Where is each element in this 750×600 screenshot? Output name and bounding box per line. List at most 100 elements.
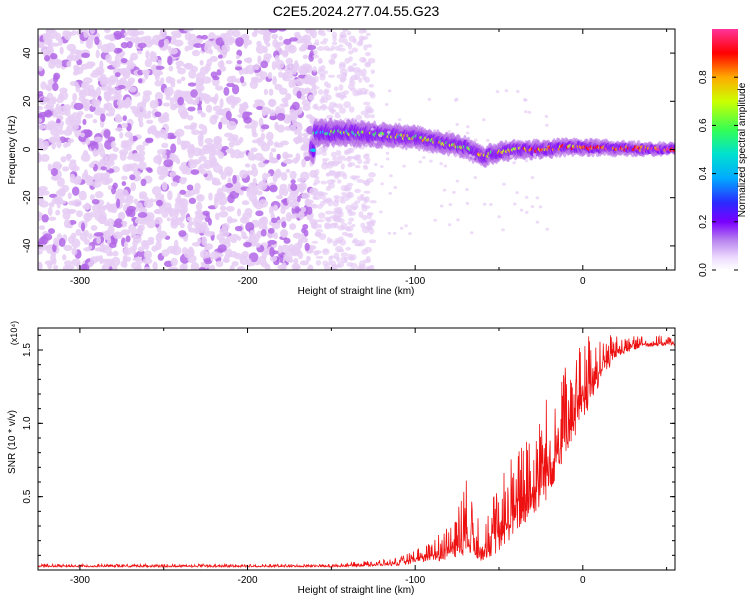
heatmap-cell: [255, 210, 264, 217]
heatmap-cell: [124, 197, 134, 205]
heatmap-cell: [343, 101, 351, 109]
heatmap-cell: [368, 226, 372, 230]
heatmap-cell: [100, 205, 108, 211]
heatmap-cell: [323, 89, 329, 97]
heatmap-cell: [171, 30, 181, 37]
heatmap-cell: [154, 65, 165, 70]
heatmap-cell: [105, 42, 116, 53]
heatmap-cell: [195, 201, 203, 212]
heatmap-cell: [43, 38, 52, 46]
heatmap-cell: [242, 212, 248, 221]
heatmap-cell: [256, 105, 264, 111]
heatmap-cell: [202, 210, 210, 216]
heatmap-cell: [294, 137, 300, 145]
heatmap-cell: [269, 184, 278, 193]
heatmap-cell: [94, 191, 104, 199]
heatmap-cell: [92, 118, 98, 124]
heatmap-cell: [267, 240, 277, 245]
heatmap-cell: [217, 108, 225, 116]
heatmap-cell: [351, 239, 357, 244]
heatmap-cell: [85, 61, 94, 70]
heatmap-cell: [194, 210, 201, 215]
heatmap-cell: [276, 219, 283, 224]
heatmap-cell: [454, 153, 459, 157]
heatmap-cell: [56, 118, 61, 124]
heatmap-cell: [114, 218, 124, 229]
heatmap-cell: [316, 46, 325, 51]
heatmap-cell: [332, 36, 337, 42]
heatmap-cell: [63, 219, 71, 228]
heatmap-cell: [136, 250, 146, 257]
heatmap-cell: [329, 255, 336, 259]
heatmap-cell: [143, 35, 152, 40]
heatmap-cell: [130, 261, 140, 270]
heatmap-cell: [43, 33, 50, 39]
heatmap-cell: [275, 195, 284, 200]
heatmap-cell: [178, 230, 187, 237]
heatmap-cell: [545, 227, 550, 231]
heatmap-cell: [255, 242, 261, 248]
heatmap-cell: [201, 34, 209, 40]
heatmap-cell: [218, 121, 223, 130]
heatmap-cell: [260, 260, 268, 268]
heatmap-cell: [471, 155, 476, 159]
heatmap-cell: [197, 86, 203, 96]
heatmap-cell: [45, 101, 55, 110]
heatmap-cell: [333, 86, 339, 92]
heatmap-cell: [169, 171, 177, 177]
heatmap-cell: [301, 99, 312, 107]
heatmap-cell: [360, 222, 366, 229]
heatmap-cell: [216, 192, 226, 198]
heatmap-cell: [340, 163, 345, 170]
heatmap-cell: [82, 203, 92, 210]
heatmap-cell: [379, 210, 383, 214]
y-tick-label: 1.5: [22, 343, 33, 357]
heatmap-cell: [442, 188, 447, 192]
heatmap-cell: [130, 182, 137, 192]
heatmap-cell: [260, 142, 271, 152]
heatmap-cell: [276, 142, 284, 148]
heatmap-cell: [261, 250, 268, 260]
heatmap-cell: [297, 251, 304, 260]
heatmap-cell: [118, 211, 126, 221]
heatmap-cell: [351, 224, 356, 228]
heatmap-cell: [210, 251, 219, 260]
heatmap-cell: [71, 247, 78, 256]
heatmap-cell: [300, 207, 307, 213]
heatmap-cell: [481, 118, 486, 122]
heatmap-cell: [281, 221, 287, 228]
heatmap-cell: [252, 198, 259, 208]
heatmap-cell: [144, 58, 152, 68]
heatmap-cell: [364, 153, 370, 157]
heatmap-cell: [111, 60, 121, 69]
heatmap-cell: [262, 172, 268, 182]
heatmap-cell: [154, 216, 163, 225]
heatmap-cell: [290, 179, 296, 185]
heatmap-cell: [120, 41, 129, 49]
heatmap-cell: [47, 206, 53, 217]
heatmap-cell: [59, 46, 64, 55]
x-tick-label: -100: [405, 276, 425, 287]
heatmap-cell: [315, 255, 324, 260]
heatmap-cell: [121, 67, 131, 77]
heatmap-cell: [137, 42, 147, 49]
heatmap-cell: [217, 244, 227, 253]
heatmap-cell: [253, 63, 260, 71]
heatmap-cell: [122, 254, 128, 264]
heatmap-cell: [365, 108, 373, 114]
heatmap-cell: [215, 260, 224, 268]
heatmap-cell: [298, 182, 307, 192]
heatmap-cell: [368, 91, 375, 97]
heatmap-cell: [132, 239, 138, 248]
colorbar-tick-label: 0.6: [698, 118, 709, 132]
heatmap-cell: [47, 125, 53, 131]
heatmap-cell: [259, 156, 266, 162]
heatmap-cell: [181, 202, 187, 212]
heatmap-cell: [122, 247, 133, 256]
heatmap-cell: [361, 248, 369, 255]
heatmap-cell: [307, 264, 314, 270]
heatmap-cell: [489, 202, 493, 206]
heatmap-cell: [47, 163, 53, 172]
heatmap-cell: [363, 101, 371, 106]
colorbar-tick-label: 0.8: [698, 70, 709, 84]
